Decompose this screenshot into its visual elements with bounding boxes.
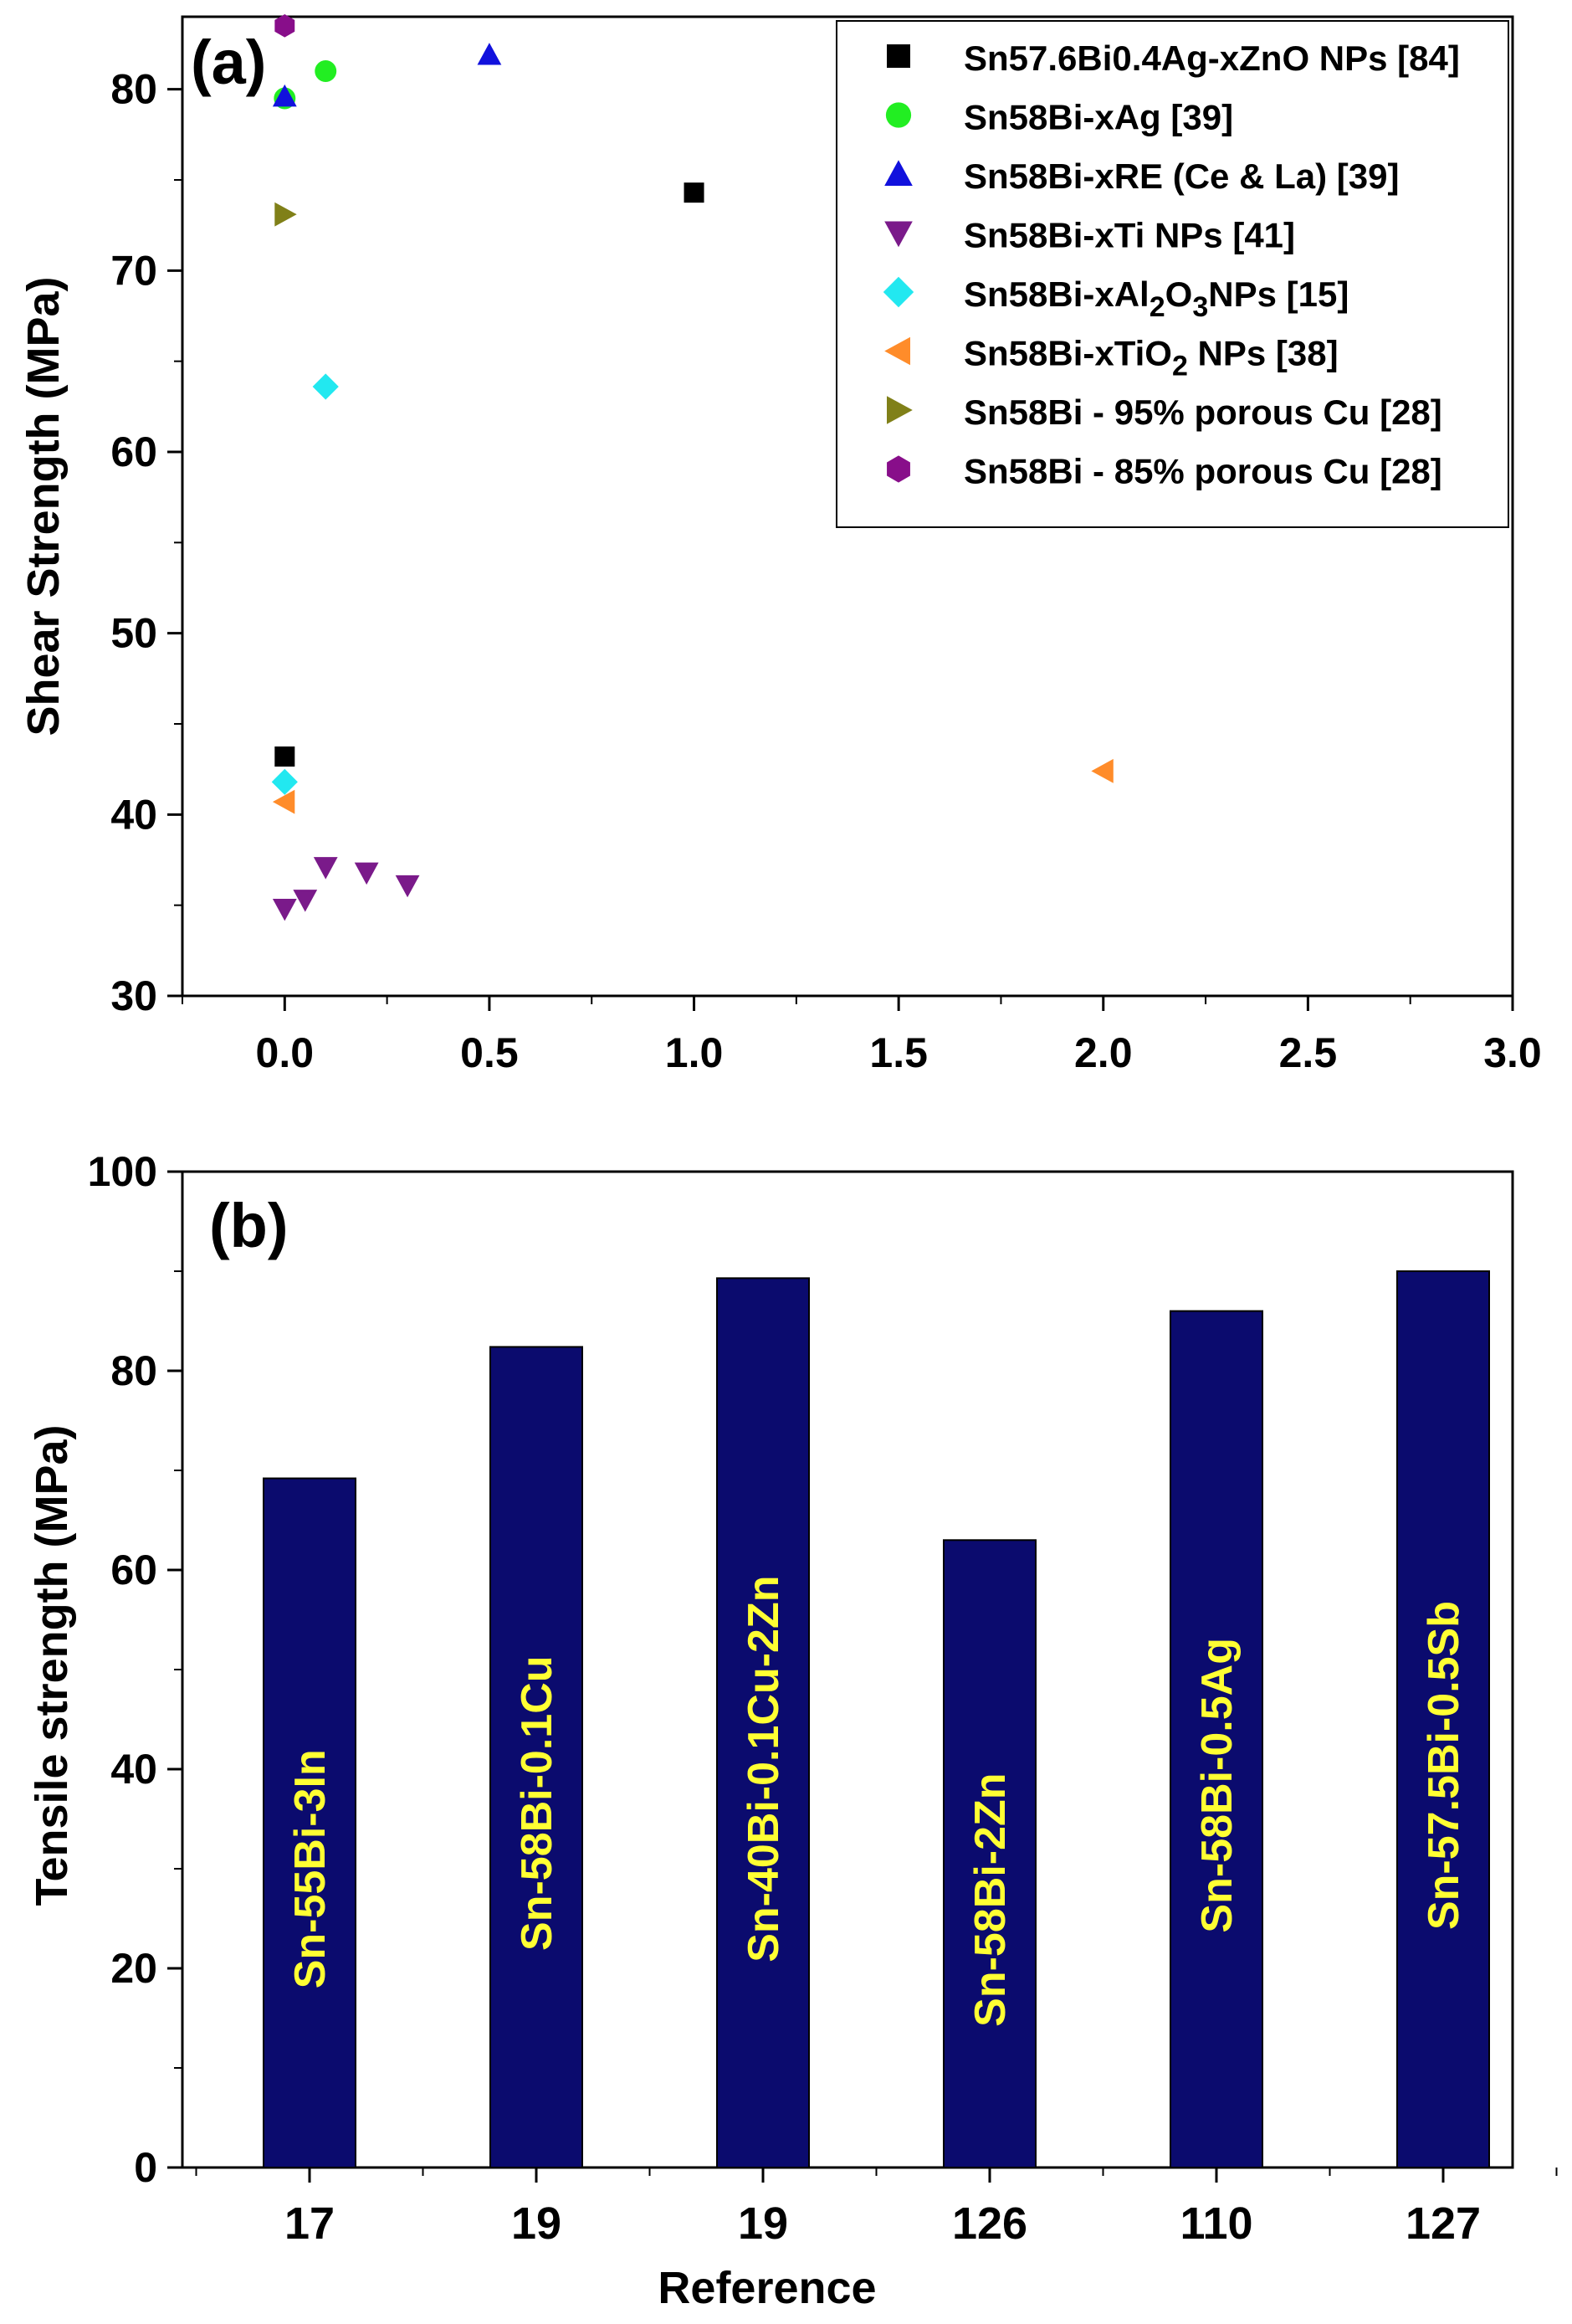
- x-axis-a-ticks: 0.0 0.5 1.0 1.5 2.0 2.5 3.0: [182, 996, 1542, 1076]
- legend-label: Sn58Bi - 85% porous Cu [28]: [964, 452, 1442, 491]
- y-tick-label-b: 80: [110, 1347, 157, 1394]
- bar-composition-label: Sn-57.5Bi-0.5Sb: [1420, 1601, 1468, 1930]
- y-tick-label-a: 50: [110, 610, 157, 657]
- x-tick-label-a: 2.0: [1074, 1029, 1133, 1076]
- legend-label: Sn58Bi-xAl2O3NPs [15]: [964, 274, 1349, 323]
- data-point-triangle-down: [313, 857, 338, 880]
- x-axis-b-title: Reference: [658, 2263, 876, 2313]
- legend-marker-square: [887, 44, 910, 68]
- bar-composition-label: Sn-58Bi-2Zn: [966, 1772, 1015, 2026]
- legend-label: Sn58Bi-xAg [39]: [964, 98, 1233, 137]
- x-category-label: 127: [1406, 2198, 1481, 2249]
- tensile-strength-bar-chart: (b) Tensile strength (MPa) Reference 0 20…: [27, 1148, 1558, 2313]
- bar: [1396, 1270, 1490, 2168]
- panel-a-label: (a): [191, 28, 266, 97]
- y-axis-b-ticks: 0 20 40 60 80 100: [88, 1148, 182, 2191]
- x-tick-label-a: 3.0: [1483, 1029, 1542, 1076]
- data-point-triangle-down: [395, 875, 420, 898]
- bar-composition-label: Sn-58Bi-0.1Cu: [513, 1655, 561, 1951]
- data-point-triangle-up: [272, 84, 297, 107]
- y-tick-label-a: 40: [110, 791, 157, 838]
- x-category-label: 19: [511, 2198, 561, 2249]
- y-tick-label-b: 40: [110, 1746, 157, 1793]
- y-axis-b-title: Tensile strength (MPa): [27, 1424, 77, 1906]
- panel-b-label: (b): [209, 1191, 289, 1260]
- legend-label: Sn57.6Bi0.4Ag-xZnO NPs [84]: [964, 38, 1460, 78]
- bar: [943, 1539, 1037, 2169]
- legend-marker-triangle-up: [884, 160, 913, 186]
- bar: [1170, 1310, 1263, 2168]
- y-axis-a-title: Shear Strength (MPa): [18, 276, 69, 736]
- legend-a-frame: [836, 20, 1509, 528]
- bar-composition-label: Sn-55Bi-3In: [286, 1749, 335, 1988]
- data-point-hexagon: [274, 14, 295, 38]
- legend-label: Sn58Bi - 95% porous Cu [28]: [964, 392, 1442, 432]
- shear-strength-scatter-chart: (a) Shear Strength (MPa) 0.0 0.5 1.0 1.5 2.0…: [18, 14, 1542, 1076]
- data-point-triangle-up: [477, 43, 502, 65]
- data-point-triangle-right: [274, 202, 297, 227]
- legend-marker-triangle-right: [887, 396, 913, 424]
- legend-label: Sn58Bi-xRE (Ce & La) [39]: [964, 156, 1399, 196]
- legend-label: Sn58Bi-xTi NPs [41]: [964, 216, 1295, 255]
- legend-marker-diamond: [883, 276, 914, 308]
- data-point-diamond: [271, 768, 298, 795]
- data-point-triangle-down: [293, 890, 318, 912]
- y-tick-label-a: 70: [110, 247, 157, 294]
- y-tick-label-a: 30: [110, 972, 157, 1019]
- x-tick-label-a: 0.5: [460, 1029, 519, 1076]
- x-tick-label-a: 1.0: [665, 1029, 724, 1076]
- legend-marker-circle: [885, 102, 912, 128]
- y-tick-label-b: 20: [110, 1945, 157, 1992]
- bar-composition-label: Sn-58Bi-0.5Ag: [1193, 1638, 1242, 1933]
- y-tick-label-b: 60: [110, 1547, 157, 1593]
- y-axis-a-ticks: 30 40 50 60 70 80: [110, 66, 182, 1019]
- legend-marker-triangle-down: [884, 221, 913, 248]
- legend-label: Sn58Bi-xTiO2 NPs [38]: [964, 334, 1339, 382]
- x-category-label: 17: [284, 2198, 335, 2249]
- x-tick-label-a: 1.5: [869, 1029, 928, 1076]
- scatter-points: [271, 14, 1114, 921]
- x-category-label: 110: [1180, 2198, 1252, 2249]
- plot-b-frame: [181, 1170, 1514, 2169]
- bar-composition-label: Sn-40Bi-0.1Cu-2Zn: [740, 1576, 788, 1962]
- x-tick-label-a: 0.0: [256, 1029, 315, 1076]
- data-point-square: [684, 182, 704, 203]
- bar: [263, 1477, 356, 2168]
- plot-a-frame: [181, 15, 1514, 998]
- data-point-diamond: [312, 373, 339, 400]
- y-tick-label-a: 60: [110, 428, 157, 475]
- x-tick-label-a: 2.5: [1279, 1029, 1338, 1076]
- legend-a: Sn57.6Bi0.4Ag-xZnO NPs [84] Sn58Bi-xAg [3…: [836, 20, 1509, 528]
- y-tick-label-b: 0: [134, 2144, 157, 2191]
- data-point-square: [274, 746, 295, 767]
- y-tick-label-a: 80: [110, 66, 157, 113]
- data-point-triangle-left: [1091, 758, 1114, 783]
- x-category-label: 19: [738, 2198, 788, 2249]
- data-point-triangle-left: [272, 789, 295, 814]
- data-point-circle: [315, 60, 337, 82]
- data-point-triangle-down: [354, 862, 379, 885]
- bar: [716, 1277, 810, 2168]
- legend-marker-triangle-left: [884, 336, 910, 366]
- bars: 17 Sn-55Bi-3In 19 Sn-58Bi-0.1Cu 19 Sn-40Bi-0.…: [195, 1270, 1558, 2249]
- data-point-triangle-down: [272, 899, 297, 921]
- x-category-label: 126: [952, 2198, 1027, 2249]
- legend-marker-hexagon: [887, 455, 910, 483]
- y-tick-label-b: 100: [88, 1148, 157, 1195]
